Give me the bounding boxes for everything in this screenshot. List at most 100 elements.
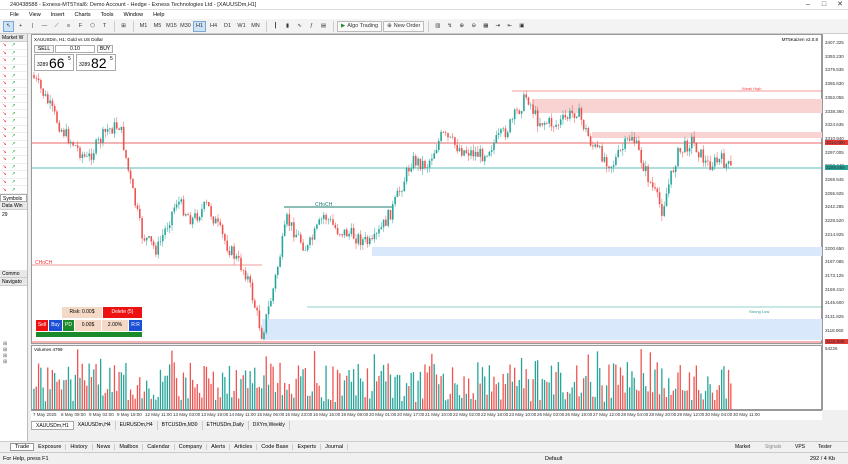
- market-watch-row[interactable]: ↘ ↗: [0, 141, 27, 149]
- shapes-icon[interactable]: ⬠: [90, 23, 95, 29]
- market-watch-row[interactable]: ↘ ↗: [0, 156, 27, 164]
- price-axis[interactable]: 3407.325 3393.230 3379.535 3365.830 3352.055…: [822, 34, 848, 410]
- indicators-icon[interactable]: ƒ: [309, 23, 314, 29]
- autoscroll-icon[interactable]: ⇥: [495, 23, 501, 29]
- tester-tab[interactable]: Tester: [818, 444, 832, 450]
- one-click-sell-button[interactable]: SELL: [34, 45, 54, 53]
- price-chart[interactable]: XAUUSDm, H1: Gold vs US Dollar MT5Kaizen…: [31, 34, 823, 344]
- toolbox-tab[interactable]: Code Base: [257, 444, 294, 450]
- tf-h4[interactable]: H4: [209, 23, 218, 29]
- tf-h1[interactable]: H1: [193, 20, 206, 32]
- depth-icon[interactable]: ▥: [435, 23, 441, 29]
- toolbox-tab[interactable]: Calendar: [143, 444, 175, 450]
- sell-price-box[interactable]: 3289 66 5: [34, 54, 74, 71]
- menu-tools[interactable]: Tools: [100, 11, 114, 18]
- market-watch-row[interactable]: ↘ ↗: [0, 110, 27, 118]
- chart-tab[interactable]: BTCUSDm,M30: [158, 420, 203, 430]
- buy-price-box[interactable]: 3289 82 5: [76, 54, 116, 71]
- crosshair-icon[interactable]: +: [18, 23, 23, 29]
- market-tab[interactable]: Market: [735, 444, 751, 450]
- chart-type-icon[interactable]: ⊞: [121, 23, 126, 29]
- menu-help[interactable]: Help: [153, 11, 165, 18]
- vertical-line-icon[interactable]: |: [31, 23, 34, 29]
- zoom-in-icon[interactable]: ⊕: [459, 23, 465, 29]
- toolbox-tab[interactable]: News: [93, 444, 116, 450]
- algo-trading-button[interactable]: ▶ Algo Trading: [337, 20, 383, 32]
- menu-insert[interactable]: Insert: [50, 11, 65, 18]
- toolbox-tab[interactable]: Alerts: [207, 444, 231, 450]
- volume-pane[interactable]: Volumes 4799: [31, 345, 822, 410]
- market-watch-row[interactable]: ↘ ↗: [0, 72, 27, 80]
- chart-shift-icon[interactable]: ⇤: [507, 23, 513, 29]
- tf-d1[interactable]: D1: [223, 23, 232, 29]
- fibonacci-icon[interactable]: F: [78, 23, 83, 29]
- tf-mn[interactable]: MN: [251, 23, 260, 29]
- chart-tab[interactable]: EURUSDm,H4: [116, 420, 158, 430]
- market-watch-row[interactable]: ↘ ↗: [0, 103, 27, 111]
- close-button[interactable]: ✕: [837, 1, 843, 8]
- maximize-button[interactable]: □: [821, 1, 827, 8]
- bar-chart-icon[interactable]: ┃: [273, 23, 278, 29]
- new-order-button[interactable]: ⊕ New Order: [383, 20, 425, 32]
- zoom-out-icon[interactable]: ⊖: [471, 23, 477, 29]
- risk-percent-field[interactable]: 2.00%: [102, 320, 128, 331]
- chart-tab[interactable]: XAUUSDm,H1: [31, 420, 74, 430]
- line-chart-icon[interactable]: ∿: [297, 23, 302, 29]
- tf-m5[interactable]: M5: [153, 23, 162, 29]
- chart-tab[interactable]: XAUUSDm,H4: [74, 420, 116, 430]
- chart-tab[interactable]: DXYm,Weekly: [249, 420, 290, 430]
- toolbox-tab[interactable]: Experts: [293, 444, 322, 450]
- cursor-tool-icon[interactable]: ↖: [3, 20, 14, 32]
- market-watch-row[interactable]: ↘ ↗: [0, 126, 27, 134]
- tf-w1[interactable]: W1: [237, 23, 246, 29]
- market-watch-row[interactable]: ↘ ↗: [0, 57, 27, 65]
- menu-charts[interactable]: Charts: [74, 11, 91, 18]
- channel-icon[interactable]: ≡: [66, 23, 71, 29]
- market-watch-row[interactable]: ↘ ↗: [0, 133, 27, 141]
- menu-view[interactable]: View: [28, 11, 41, 18]
- toolbox-tab[interactable]: Mailbox: [115, 444, 144, 450]
- toolbox-tab[interactable]: Company: [175, 444, 208, 450]
- market-watch-row[interactable]: ↘ ↗: [0, 148, 27, 156]
- one-click-buy-button[interactable]: BUY: [97, 45, 113, 53]
- market-watch-row[interactable]: ↘ ↗: [0, 171, 27, 179]
- market-watch-row[interactable]: ↘ ↗: [0, 88, 27, 96]
- market-watch-row[interactable]: ↘ ↗: [0, 164, 27, 172]
- tf-m15[interactable]: M15: [166, 23, 177, 29]
- screenshot-icon[interactable]: ▣: [519, 23, 525, 29]
- market-watch-row[interactable]: ↘ ↗: [0, 42, 27, 50]
- navigator-tree-icon[interactable]: ⊞ ⊞ ⊞ ⊞: [3, 340, 8, 365]
- toolbox-tab[interactable]: Journal: [321, 444, 349, 450]
- market-watch-row[interactable]: ↘ ↗: [0, 65, 27, 73]
- common-tab[interactable]: Commo: [0, 269, 27, 278]
- risk-pd-button[interactable]: PD: [63, 320, 74, 331]
- templates-icon[interactable]: ▤: [320, 23, 327, 29]
- toolbox-tab[interactable]: Trade: [10, 443, 35, 451]
- vps-tab[interactable]: VPS: [795, 444, 806, 450]
- market-watch-row[interactable]: ↘ ↗: [0, 50, 27, 58]
- risk-buy-button[interactable]: Buy: [49, 320, 62, 331]
- risk-mode-button[interactable]: R:R: [129, 320, 142, 331]
- market-watch-row[interactable]: ↘ ↗: [0, 179, 27, 187]
- delete-button[interactable]: Delete (5): [103, 307, 142, 318]
- risk-sell-button[interactable]: Sell: [36, 320, 48, 331]
- market-watch-row[interactable]: ↘ ↗: [0, 118, 27, 126]
- market-watch-row[interactable]: ↘ ↗: [0, 80, 27, 88]
- horizontal-line-icon[interactable]: —: [41, 23, 48, 29]
- tf-m1[interactable]: M1: [139, 23, 148, 29]
- grid-icon[interactable]: ▦: [483, 23, 489, 29]
- symbols-tab[interactable]: Symbols: [0, 193, 27, 202]
- toolbox-tab[interactable]: Exposure: [34, 444, 67, 450]
- signal-icon[interactable]: ↯: [447, 23, 453, 29]
- menu-file[interactable]: File: [10, 11, 19, 18]
- market-watch-row[interactable]: ↘ ↗: [0, 95, 27, 103]
- chart-tab[interactable]: ETHUSDm,Daily: [203, 420, 249, 430]
- lot-size-input[interactable]: 0.10: [55, 45, 95, 53]
- toolbox-tab[interactable]: Articles: [230, 444, 258, 450]
- candle-chart-icon[interactable]: ▮: [285, 23, 290, 29]
- minimize-button[interactable]: –: [806, 1, 810, 8]
- risk-money-field[interactable]: 0.00$: [75, 320, 101, 331]
- market-watch-row[interactable]: ↘ ↗: [0, 186, 27, 194]
- time-axis[interactable]: 7 May 2025 8 May 09:00 9 May 02:00 9 May 18…: [31, 410, 822, 420]
- text-icon[interactable]: T: [102, 23, 107, 29]
